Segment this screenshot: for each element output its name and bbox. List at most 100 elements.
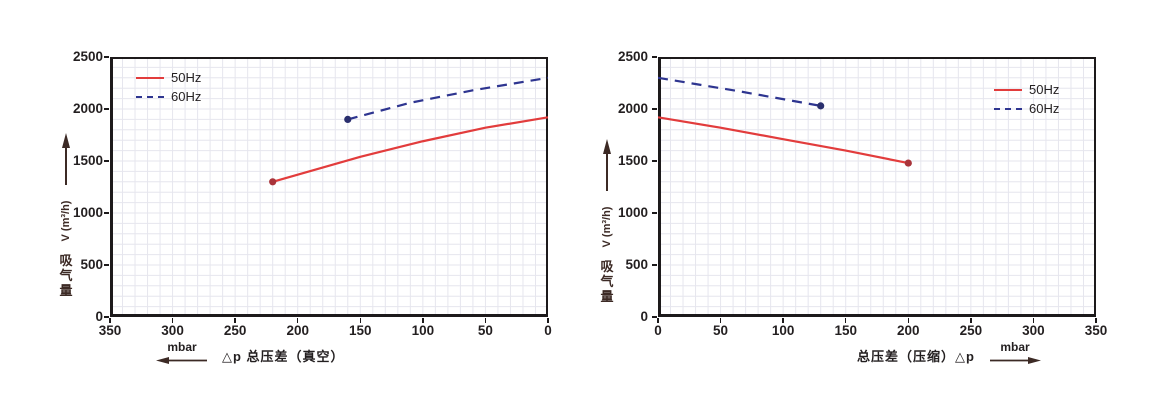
y-tick-label: 0 xyxy=(640,309,648,324)
x-tick-mark xyxy=(422,317,424,323)
x-unit-label: mbar xyxy=(167,340,197,354)
legend-compression: 50Hz 60Hz xyxy=(994,80,1059,118)
x-unit-label: mbar xyxy=(1000,340,1030,354)
y-tick-mark xyxy=(104,264,109,266)
y-tick-label: 2000 xyxy=(617,101,648,116)
x-tick-label: 100 xyxy=(771,323,795,338)
legend-vacuum: 50Hz 60Hz xyxy=(136,68,201,106)
x-tick-mark xyxy=(782,317,784,323)
x-tick-mark xyxy=(907,317,910,323)
x-unit-group-compression: mbar xyxy=(986,341,1044,365)
vacuum-plot-area xyxy=(110,57,549,317)
y-tick-mark xyxy=(104,212,109,214)
x-tick-label: 200 xyxy=(286,323,309,338)
y-tick-label: 500 xyxy=(80,257,103,272)
x-axis-title-vacuum: △p 总压差（真空） xyxy=(222,349,345,364)
y-label-char: 吸 xyxy=(600,259,614,274)
x-tick-mark xyxy=(234,317,236,323)
y-tick-label: 1000 xyxy=(72,205,103,220)
x-tick-label: 50 xyxy=(713,323,729,338)
y-tick-label: 2000 xyxy=(72,101,103,116)
x-tick-label: 150 xyxy=(349,323,372,338)
up-arrow-icon xyxy=(603,139,611,191)
right-arrow-icon xyxy=(990,357,1041,364)
data-point-50Hz xyxy=(904,159,912,167)
y-tick-label: 0 xyxy=(95,309,103,324)
legend-row-50hz: 50Hz xyxy=(994,80,1059,99)
x-tick-label: 200 xyxy=(897,323,920,338)
legend-label-50hz: 50Hz xyxy=(171,70,202,85)
plot-svg xyxy=(657,57,1096,317)
x-tick-label: 50 xyxy=(477,323,493,338)
legend-label-60hz: 60Hz xyxy=(171,89,202,104)
x-tick-mark xyxy=(484,317,487,323)
legend-line-60hz-icon xyxy=(136,95,164,98)
x-tick-label: 300 xyxy=(161,323,184,338)
x-tick-mark xyxy=(970,317,972,323)
x-tick-label: 300 xyxy=(1022,323,1045,338)
plot-svg xyxy=(110,57,549,317)
y-tick-mark xyxy=(652,108,657,110)
up-arrow-icon xyxy=(62,133,70,185)
x-tick-label: 350 xyxy=(1084,323,1108,338)
x-tick-label: 250 xyxy=(223,323,247,338)
y-tick-mark xyxy=(652,316,657,318)
x-tick-label: 350 xyxy=(98,323,122,338)
y-tick-label: 1500 xyxy=(617,153,648,168)
series-line-50Hz xyxy=(657,116,909,165)
x-tick-mark xyxy=(1032,317,1035,323)
x-tick-label: 150 xyxy=(834,323,857,338)
series-line-50Hz xyxy=(272,116,549,183)
y-tick-label: 2500 xyxy=(72,49,103,64)
y-label-char: 量 xyxy=(59,283,73,298)
legend-line-50hz-icon xyxy=(136,76,164,79)
x-tick-mark xyxy=(109,317,111,323)
y-tick-mark xyxy=(652,212,657,214)
x-axis-title-compression: 总压差（压缩）△p xyxy=(857,349,975,364)
legend-line-60hz-icon xyxy=(994,107,1022,110)
legend-label-50hz: 50Hz xyxy=(1029,82,1060,97)
x-unit-group-vacuum: mbar xyxy=(155,341,209,365)
legend-label-60hz: 60Hz xyxy=(1029,101,1060,116)
y-unit-rotated: V (m³/h) xyxy=(59,189,73,253)
y-label-char: 气 xyxy=(600,274,614,289)
x-tick-label: 100 xyxy=(411,323,435,338)
y-tick-label: 1000 xyxy=(617,205,648,220)
y-tick-label: 1500 xyxy=(72,153,103,168)
y-tick-mark xyxy=(652,56,657,58)
x-tick-mark xyxy=(719,317,722,323)
y-tick-mark xyxy=(104,316,109,318)
x-tick-mark xyxy=(359,317,362,323)
y-tick-label: 2500 xyxy=(617,49,648,64)
y-tick-mark xyxy=(652,264,657,266)
data-point-60Hz xyxy=(344,115,352,123)
x-tick-mark xyxy=(657,317,659,323)
legend-row-60hz: 60Hz xyxy=(136,87,201,106)
y-axis-label-compression: V (m³/h) 吸 气 量 xyxy=(598,138,616,304)
left-arrow-icon xyxy=(156,357,207,364)
y-axis-label-vacuum: V (m³/h) 吸 气 量 xyxy=(57,132,75,298)
x-tick-mark xyxy=(296,317,299,323)
legend-row-50hz: 50Hz xyxy=(136,68,201,87)
y-tick-mark xyxy=(652,160,657,162)
x-tick-mark xyxy=(1095,317,1097,323)
y-tick-mark xyxy=(104,160,109,162)
y-label-char: 气 xyxy=(59,268,73,283)
data-point-50Hz xyxy=(269,178,277,186)
y-tick-mark xyxy=(104,56,109,58)
compression-plot-area xyxy=(657,57,1096,317)
legend-line-50hz-icon xyxy=(994,88,1022,91)
x-tick-mark xyxy=(171,317,174,323)
legend-row-60hz: 60Hz xyxy=(994,99,1059,118)
y-tick-label: 500 xyxy=(625,257,648,272)
data-point-60Hz xyxy=(817,102,825,110)
y-label-char: 量 xyxy=(600,289,614,304)
x-tick-mark xyxy=(547,317,549,323)
x-tick-label: 250 xyxy=(959,323,983,338)
y-tick-mark xyxy=(104,108,109,110)
x-tick-label: 0 xyxy=(654,323,662,338)
series-line-60Hz xyxy=(657,76,821,107)
x-tick-label: 0 xyxy=(544,323,552,338)
x-tick-mark xyxy=(844,317,847,323)
